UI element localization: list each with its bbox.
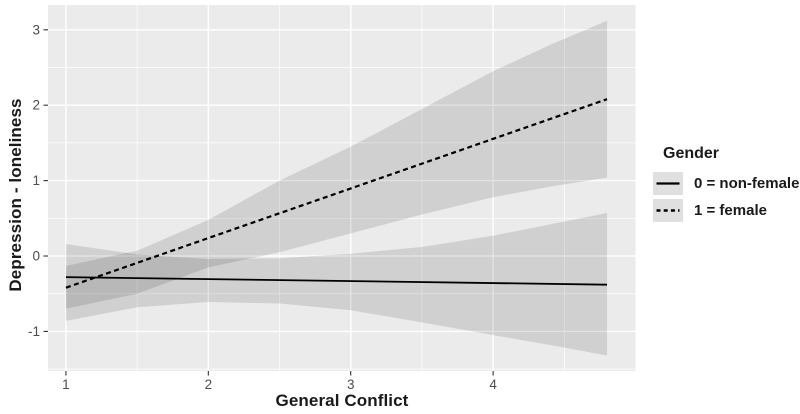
- x-tick-label: 3: [347, 377, 355, 392]
- legend-item-female: 1 = female: [653, 199, 799, 222]
- panel-background: [48, 5, 636, 371]
- legend-label-female: 1 = female: [694, 202, 767, 219]
- legend-item-non-female: 0 = non-female: [653, 172, 799, 195]
- y-tick-label: 2: [32, 98, 40, 113]
- x-tick-label: 4: [489, 377, 497, 392]
- legend-key-solid-line-icon: [653, 172, 683, 195]
- legend-title: Gender: [663, 145, 720, 162]
- y-tick-label: 0: [32, 249, 40, 264]
- ci-ribbon-non-female: [65, 213, 608, 356]
- y-tick-label: 3: [32, 22, 40, 37]
- x-tick-label: 1: [62, 377, 70, 392]
- legend-label-non-female: 0 = non-female: [694, 175, 800, 192]
- trend-line-non-female: [65, 276, 608, 286]
- y-axis-title: Depression - loneliness: [6, 98, 25, 292]
- y-tick-label: -1: [28, 324, 40, 339]
- legend: Gender 0 = non-female 1 = female: [653, 145, 799, 222]
- y-tick-label: 1: [32, 173, 40, 188]
- x-axis-title: General Conflict: [275, 391, 409, 410]
- ci-ribbon-female: [65, 20, 608, 309]
- trend-line-female: [65, 98, 608, 289]
- x-tick-label: 2: [205, 377, 213, 392]
- legend-key-dashed-line-icon: [653, 199, 683, 222]
